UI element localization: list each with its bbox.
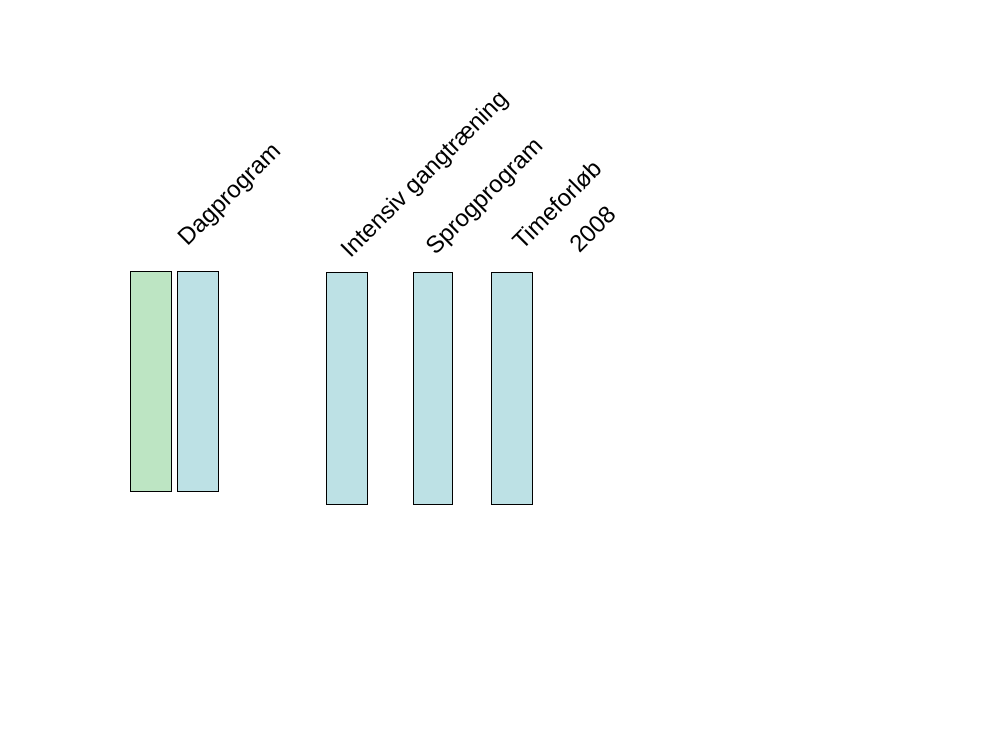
label-year: 2008 xyxy=(564,200,622,258)
bar-intensiv-gangtraening xyxy=(326,272,368,505)
bar-timeforlob xyxy=(491,272,533,505)
bar-dagprogram-green xyxy=(130,271,172,492)
bar-dagprogram-blue xyxy=(177,271,219,492)
label-dagprogram: Dagprogram xyxy=(172,137,287,251)
bar-sprogprogram xyxy=(413,272,453,505)
